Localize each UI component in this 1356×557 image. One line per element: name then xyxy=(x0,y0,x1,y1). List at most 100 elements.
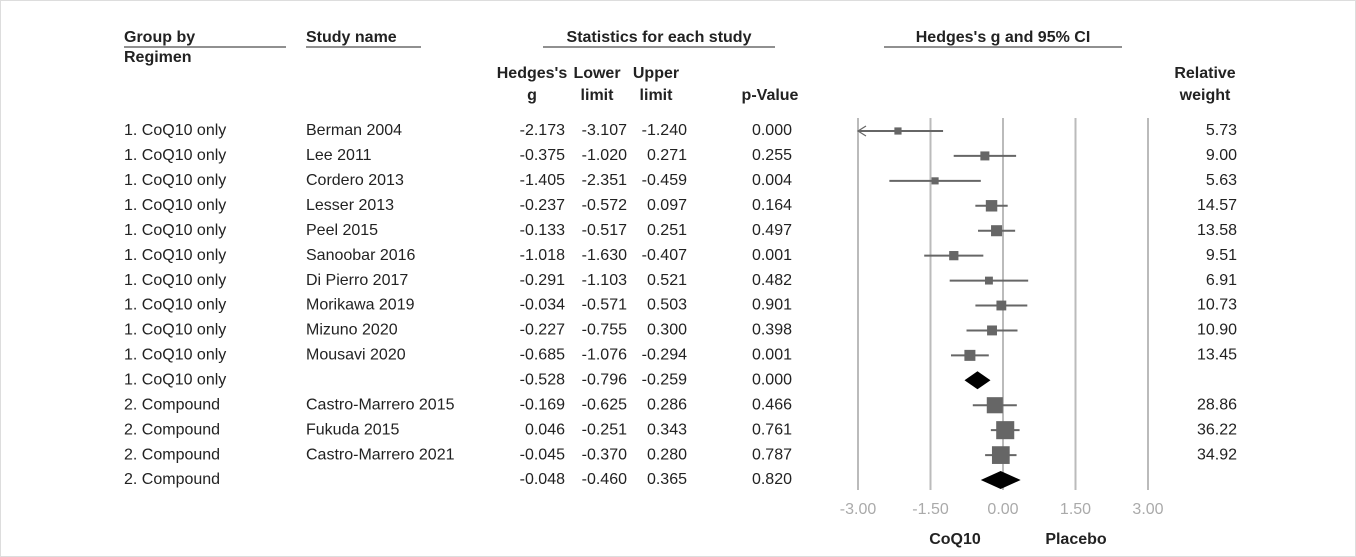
cell: 0.482 xyxy=(752,272,792,289)
cell: 0.251 xyxy=(647,222,687,239)
cell: -0.169 xyxy=(520,396,565,413)
cell: -0.370 xyxy=(582,446,627,463)
group-header: Group by xyxy=(124,29,195,46)
group-cell: 2. Compound xyxy=(124,446,220,463)
column-header: p-Value xyxy=(742,87,799,104)
cell: -1.103 xyxy=(582,272,627,289)
group-cell: 1. CoQ10 only xyxy=(124,372,226,389)
effect-marker xyxy=(931,177,939,185)
effect-marker xyxy=(986,397,1003,414)
column-header: limit xyxy=(581,87,615,104)
x-tick-label: 0.00 xyxy=(987,501,1018,518)
study-cell: Berman 2004 xyxy=(306,122,402,139)
effect-marker xyxy=(991,225,1003,237)
weight-cell: 34.92 xyxy=(1197,446,1237,463)
cell: 0.761 xyxy=(752,421,792,438)
group-cell: 1. CoQ10 only xyxy=(124,297,226,314)
weight-cell: 14.57 xyxy=(1197,197,1237,214)
study-cell: Di Pierro 2017 xyxy=(306,272,408,289)
cell: -0.625 xyxy=(582,396,627,413)
cell: -0.685 xyxy=(520,347,565,364)
cell: -1.630 xyxy=(582,247,627,264)
cell: 0.466 xyxy=(752,396,792,413)
effect-marker xyxy=(980,151,990,161)
column-header: g xyxy=(527,87,537,104)
weight-cell: 28.86 xyxy=(1197,396,1237,413)
x-tick-label: 3.00 xyxy=(1132,501,1163,518)
weight-cell: 10.90 xyxy=(1197,322,1237,339)
weight-cell: 5.73 xyxy=(1206,122,1237,139)
study-cell: Peel 2015 xyxy=(306,222,378,239)
weight-cell: 13.58 xyxy=(1197,222,1237,239)
cell: 0.004 xyxy=(752,172,792,189)
weight-cell: 5.63 xyxy=(1206,172,1237,189)
cell: -0.237 xyxy=(520,197,565,214)
cell: -3.107 xyxy=(582,122,627,139)
study-cell: Mizuno 2020 xyxy=(306,322,398,339)
effect-marker xyxy=(985,200,998,212)
cell: 0.255 xyxy=(752,147,792,164)
group-cell: 2. Compound xyxy=(124,421,220,438)
cell: 0.497 xyxy=(752,222,792,239)
weight-cell: 13.45 xyxy=(1197,347,1237,364)
cell: -0.796 xyxy=(582,372,627,389)
cell: -0.133 xyxy=(520,222,565,239)
x-tick-label: 1.50 xyxy=(1060,501,1091,518)
cell: -0.034 xyxy=(520,297,565,314)
cell: -0.459 xyxy=(642,172,687,189)
cell: -0.407 xyxy=(642,247,687,264)
effect-marker xyxy=(996,421,1015,440)
cell: 0.271 xyxy=(647,147,687,164)
cell: 0.521 xyxy=(647,272,687,289)
weight-cell: 36.22 xyxy=(1197,421,1237,438)
cell: 0.820 xyxy=(752,471,792,488)
weight-cell: 10.73 xyxy=(1197,297,1237,314)
weight-cell: 9.51 xyxy=(1206,247,1237,264)
group-cell: 1. CoQ10 only xyxy=(124,322,226,339)
effect-marker xyxy=(987,325,997,336)
cell: 0.365 xyxy=(647,471,687,488)
cell: -0.572 xyxy=(582,197,627,214)
cell: 0.398 xyxy=(752,322,792,339)
group-cell: 2. Compound xyxy=(124,471,220,488)
column-header: Upper xyxy=(633,65,679,82)
group-header: Regimen xyxy=(124,49,192,66)
cell: -0.517 xyxy=(582,222,627,239)
group-cell: 1. CoQ10 only xyxy=(124,347,226,364)
effect-marker xyxy=(996,300,1007,311)
group-cell: 1. CoQ10 only xyxy=(124,197,226,214)
study-cell: Lesser 2013 xyxy=(306,197,394,214)
cell: -1.076 xyxy=(582,347,627,364)
column-header: Relative xyxy=(1174,65,1235,82)
cell: -2.173 xyxy=(520,122,565,139)
cell: 0.286 xyxy=(647,396,687,413)
effect-marker xyxy=(984,276,993,285)
cell: 0.164 xyxy=(752,197,792,214)
cell: -0.528 xyxy=(520,372,565,389)
cell: -0.251 xyxy=(582,421,627,438)
study-cell: Cordero 2013 xyxy=(306,172,404,189)
cell: 0.280 xyxy=(647,446,687,463)
column-header: Lower xyxy=(573,65,620,82)
cell: 0.001 xyxy=(752,247,792,264)
cell: -0.375 xyxy=(520,147,565,164)
group-cell: 1. CoQ10 only xyxy=(124,222,226,239)
summary-diamond xyxy=(980,471,1021,490)
cell: -0.227 xyxy=(520,322,565,339)
cell: -0.571 xyxy=(582,297,627,314)
cell: -2.351 xyxy=(582,172,627,189)
cell: -1.405 xyxy=(520,172,565,189)
study-cell: Castro-Marrero 2015 xyxy=(306,396,455,413)
cell: 0.000 xyxy=(752,372,792,389)
cell: -0.259 xyxy=(642,372,687,389)
plot-header: Hedges's g and 95% CI xyxy=(916,29,1091,46)
cell: 0.000 xyxy=(752,122,792,139)
cell: 0.343 xyxy=(647,421,687,438)
effect-marker xyxy=(964,349,976,361)
ci-arrow xyxy=(856,125,867,137)
study-cell: Lee 2011 xyxy=(306,147,372,164)
study-cell: Castro-Marrero 2021 xyxy=(306,446,455,463)
weight-cell: 9.00 xyxy=(1206,147,1237,164)
cell: -0.048 xyxy=(520,471,565,488)
group-cell: 1. CoQ10 only xyxy=(124,247,226,264)
